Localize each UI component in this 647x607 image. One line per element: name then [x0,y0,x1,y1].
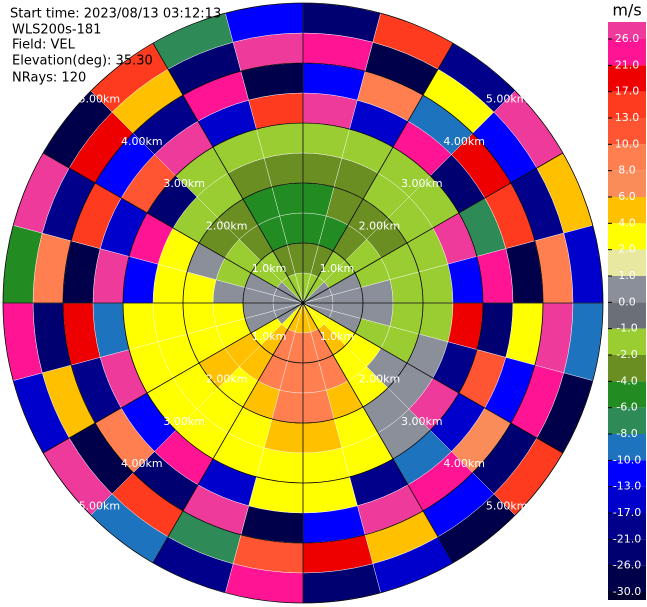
colorbar-segment [608,91,646,118]
colorbar-label: 26.0 [615,32,640,45]
spoke [152,42,304,304]
range-ring-label: 2.00km [206,372,248,385]
colorbar-label: 10.0 [615,137,640,150]
velocity-cell [256,447,304,484]
velocity-cell [122,302,159,350]
colorbar-segment [608,276,646,303]
colorbar-segment [608,39,646,66]
range-ring [122,122,484,484]
colorbar-segment [608,513,646,540]
colorbar-segment [608,460,646,487]
spoke [42,152,304,304]
colorbar-label: -13.0 [613,480,641,493]
range-ring-label: 4.00km [443,457,485,470]
colorbar-segment [608,65,646,92]
colorbar-segment [608,565,646,592]
colorbar-label: -30.0 [613,585,641,598]
range-ring-label: 2.00km [359,220,401,233]
colorbar-label: -2.0 [616,348,637,361]
colorbar-segment [608,355,646,382]
colorbar-label: -8.0 [616,427,637,440]
colorbar: 26.0 21.0 17.0 13.0 10.0 8.0 6.0 4.0 2.0 1.0 0.0 -1… [608,22,646,600]
range-ring [62,62,544,544]
colorbar-label: 2.0 [618,243,636,256]
start-time: Start time: 2023/08/13 03:12:13 [10,7,221,22]
range-ring-label: 3.00km [163,177,205,190]
colorbar-label: -21.0 [613,532,641,545]
header: Start time: 2023/08/13 03:12:13 WLS200s-… [10,7,221,86]
spoke [152,302,304,564]
colorbar-label: 17.0 [615,85,640,98]
colorbar-label: -4.0 [616,374,637,387]
range-ring-label: 3.00km [401,177,443,190]
velocity-cell [302,122,350,159]
range-ring-label: 4.00km [121,135,163,148]
colorbar-label: -10.0 [613,453,641,466]
range-ring-label: 4.00km [443,135,485,148]
colorbar-segment [608,539,646,566]
instrument: WLS200s-181 [12,23,101,38]
spoke [302,42,454,304]
spoke [302,152,564,304]
colorbar-label: 8.0 [618,164,636,177]
range-ring-label: 5.00km [79,500,121,513]
colorbar-segment [608,223,646,250]
range-ring-label: 2.00km [359,372,401,385]
colorbar-label: -6.0 [616,401,637,414]
colorbar-segment [608,328,646,355]
velocity-cell [256,122,304,159]
colorbar-segment [608,118,646,145]
range-ring-label: 1.0km [252,330,287,343]
range-ring-label: 3.00km [401,415,443,428]
overlay: 1.0km 1.0km 1.0km 1.0km 2.00km 2.00km 2.00km 2.… [2,2,604,604]
colorbar-label: -26.0 [613,559,641,572]
range-ring [182,182,424,424]
range-ring [242,242,364,364]
range-ring [2,2,604,604]
colorbar-segment [608,197,646,224]
range-ring-label: 3.00km [163,415,205,428]
colorbar-label: -17.0 [613,506,641,519]
colorbar-title: m/s [612,1,641,20]
range-ring-label: 1.0km [320,262,355,275]
colorbar-segment [608,434,646,461]
colorbar-label: 21.0 [615,58,640,71]
spoke [42,302,304,454]
range-ring-label: 5.00km [486,500,528,513]
colorbar-segment [608,144,646,171]
colorbar-label: 13.0 [615,111,640,124]
colorbar-segment [608,302,646,329]
colorbar-segment [608,407,646,434]
spoke [302,302,454,564]
range-ring-label: 4.00km [121,457,163,470]
colorbar-label: 1.0 [618,269,636,282]
velocity-cell [447,256,484,304]
velocity-cell [302,447,350,484]
colorbar-label: 6.0 [618,190,636,203]
colorbar-label: -1.0 [616,322,637,335]
elevation: Elevation(deg): 35.30 [12,54,153,69]
colorbar-segment [608,249,646,276]
field [2,2,604,604]
velocity-cell [447,302,484,350]
field-name: Field: VEL [12,38,76,53]
colorbar-segment [608,170,646,197]
range-ring-label: 2.00km [206,220,248,233]
velocity-cell [122,256,159,304]
colorbar-segment [608,486,646,513]
range-ring-label: 5.00km [79,92,121,105]
colorbar-label: 4.0 [618,216,636,229]
colorbar-segment [608,592,646,600]
range-ring-label: 5.00km [486,92,528,105]
colorbar-label: 0.0 [618,295,636,308]
colorbar-segment [608,22,646,39]
nrays: NRays: 120 [12,71,86,86]
colorbar-segment [608,381,646,408]
spoke [302,302,564,454]
range-ring-label: 1.0km [320,330,355,343]
range-ring-label: 1.0km [252,262,287,275]
